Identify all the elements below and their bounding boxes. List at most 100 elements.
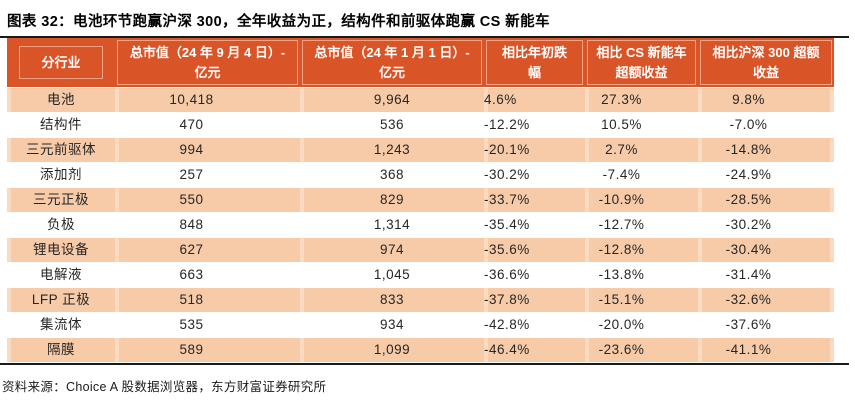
header-vs-hs300: 相比沪深 300 超额 收益 xyxy=(698,38,834,87)
vs-hs300-cell: -32.6% xyxy=(698,288,834,312)
header-label-line1: 总市值（24 年 9 月 4 日）- xyxy=(129,44,286,60)
vs-cs-nev-cell: -13.8% xyxy=(598,267,645,282)
vs-hs300-cell: 9.8% xyxy=(698,88,834,112)
industry-cell: LFP 正极 xyxy=(7,288,115,312)
mktcap-sep4-cell: 627 xyxy=(115,238,300,262)
header-ytd-change: 相比年初跌 幅 xyxy=(484,38,585,87)
vs-hs300-cell: -7.0% xyxy=(729,117,768,132)
mktcap-sep4-cell: 10,418 xyxy=(115,88,300,112)
header-label-line1: 总市值（24 年 1 月 1 日）- xyxy=(314,44,470,60)
industry-cell: 负极 xyxy=(47,217,75,232)
mktcap-jan1-cell: 368 xyxy=(379,167,405,182)
header-label-line2: 幅 xyxy=(527,64,541,80)
mktcap-sep4-cell: 518 xyxy=(115,288,300,312)
table-row: 三元正极 550 829 -33.7% -10.9% -28.5% xyxy=(7,188,834,212)
vs-cs-nev-cell: -23.6% xyxy=(585,338,698,362)
header-label-line1: 相比沪深 300 超额 xyxy=(712,44,820,60)
vs-cs-nev-cell: -12.8% xyxy=(585,238,698,262)
ytd-change-cell: -46.4% xyxy=(484,338,585,362)
header-vs-hs300-box: 相比沪深 300 超额 收益 xyxy=(700,40,832,85)
header-label: 分行业 xyxy=(41,54,81,70)
vs-cs-nev-cell: 2.7% xyxy=(585,138,698,162)
table-row: 结构件 470 536 -12.2% 10.5% -7.0% xyxy=(7,113,834,137)
header-industry: 分行业 xyxy=(7,38,115,87)
industry-cell: 隔膜 xyxy=(7,338,115,362)
mktcap-sep4-cell: 257 xyxy=(179,167,204,182)
mktcap-sep4-cell: 550 xyxy=(115,188,300,212)
header-label-line1: 相比 CS 新能车 xyxy=(596,44,687,60)
ytd-change-cell: -35.4% xyxy=(484,217,530,232)
header-label-line2: 亿元 xyxy=(194,64,221,80)
industry-cell: 锂电设备 xyxy=(7,238,115,262)
industry-cell: 电解液 xyxy=(40,267,82,282)
ytd-change-cell: -33.7% xyxy=(484,188,585,212)
ytd-change-cell: -42.8% xyxy=(484,317,530,332)
mktcap-jan1-cell: 1,243 xyxy=(300,138,484,162)
industry-cell: 电池 xyxy=(7,88,115,112)
vs-cs-nev-cell: -15.1% xyxy=(585,288,698,312)
vs-cs-nev-cell: 10.5% xyxy=(601,117,642,132)
header-label-line2: 超额收益 xyxy=(615,64,668,80)
vs-cs-nev-cell: -12.7% xyxy=(598,217,645,232)
vs-hs300-cell: -28.5% xyxy=(698,188,834,212)
table-body: 电池 10,418 9,964 4.6% 27.3% 9.8% 结构件 470 … xyxy=(7,88,834,362)
vs-cs-nev-cell: 27.3% xyxy=(585,88,698,112)
ytd-change-cell: -12.2% xyxy=(484,117,530,132)
ytd-change-cell: -30.2% xyxy=(484,167,530,182)
header-mktcap-jan1-box: 总市值（24 年 1 月 1 日）- 亿元 xyxy=(302,40,482,85)
mktcap-sep4-cell: 470 xyxy=(179,117,204,132)
mktcap-sep4-cell: 994 xyxy=(115,138,300,162)
vs-hs300-cell: -24.9% xyxy=(725,167,772,182)
header-ytd-change-box: 相比年初跌 幅 xyxy=(486,40,583,85)
ytd-change-cell: -37.8% xyxy=(484,288,585,312)
table-row: 隔膜 589 1,099 -46.4% -23.6% -41.1% xyxy=(7,338,834,362)
mktcap-jan1-cell: 1,045 xyxy=(373,267,411,282)
mktcap-jan1-cell: 9,964 xyxy=(300,88,484,112)
table-row: LFP 正极 518 833 -37.8% -15.1% -32.6% xyxy=(7,288,834,312)
header-mktcap-sep4: 总市值（24 年 9 月 4 日）- 亿元 xyxy=(115,38,300,87)
vs-hs300-cell: -30.2% xyxy=(725,217,772,232)
table-row: 电池 10,418 9,964 4.6% 27.3% 9.8% xyxy=(7,88,834,112)
mktcap-sep4-cell: 848 xyxy=(179,217,204,232)
header-label-line1: 相比年初跌 xyxy=(501,44,567,60)
industry-cell: 三元前驱体 xyxy=(7,138,115,162)
vs-hs300-cell: -14.8% xyxy=(698,138,834,162)
header-vs-cs-nev: 相比 CS 新能车 超额收益 xyxy=(585,38,698,87)
vs-cs-nev-cell: -20.0% xyxy=(598,317,645,332)
ytd-change-cell: 4.6% xyxy=(484,88,585,112)
table-row: 锂电设备 627 974 -35.6% -12.8% -30.4% xyxy=(7,238,834,262)
table-header-row: 分行业 总市值（24 年 9 月 4 日）- 亿元 总市值（24 年 1 月 1… xyxy=(7,38,834,87)
header-label-line2: 亿元 xyxy=(378,64,405,80)
table-row: 负极 848 1,314 -35.4% -12.7% -30.2% xyxy=(7,213,834,237)
industry-cell: 结构件 xyxy=(40,117,82,132)
vs-hs300-cell: -30.4% xyxy=(698,238,834,262)
industry-cell: 添加剂 xyxy=(40,167,82,182)
mktcap-jan1-cell: 974 xyxy=(300,238,484,262)
mktcap-jan1-cell: 829 xyxy=(300,188,484,212)
ytd-change-cell: -36.6% xyxy=(484,267,530,282)
vs-hs300-cell: -41.1% xyxy=(698,338,834,362)
ytd-change-cell: -20.1% xyxy=(484,138,585,162)
industry-cell: 三元正极 xyxy=(7,188,115,212)
header-label-line2: 收益 xyxy=(752,64,779,80)
mktcap-jan1-cell: 934 xyxy=(379,317,405,332)
vs-hs300-cell: -37.6% xyxy=(725,317,772,332)
ytd-change-cell: -35.6% xyxy=(484,238,585,262)
vs-cs-nev-cell: -10.9% xyxy=(585,188,698,212)
header-mktcap-sep4-box: 总市值（24 年 9 月 4 日）- 亿元 xyxy=(117,40,298,85)
table-bottom-rule xyxy=(0,363,849,365)
industry-cell: 集流体 xyxy=(40,317,82,332)
header-industry-box: 分行业 xyxy=(19,46,103,79)
table-row: 添加剂 257 368 -30.2% -7.4% -24.9% xyxy=(7,163,834,187)
table-top-rule xyxy=(0,36,849,38)
vs-cs-nev-cell: -7.4% xyxy=(602,167,641,182)
mktcap-jan1-cell: 833 xyxy=(300,288,484,312)
mktcap-sep4-cell: 535 xyxy=(179,317,204,332)
mktcap-jan1-cell: 1,099 xyxy=(300,338,484,362)
mktcap-jan1-cell: 1,314 xyxy=(373,217,411,232)
industry-performance-table: 分行业 总市值（24 年 9 月 4 日）- 亿元 总市值（24 年 1 月 1… xyxy=(7,38,834,362)
table-row: 电解液 663 1,045 -36.6% -13.8% -31.4% xyxy=(7,263,834,287)
source-note: 资料来源：Choice A 股数据浏览器，东方财富证券研究所 xyxy=(2,380,327,394)
figure-title: 图表 32：电池环节跑赢沪深 300，全年收益为正，结构件和前驱体跑赢 CS 新… xyxy=(7,14,550,30)
